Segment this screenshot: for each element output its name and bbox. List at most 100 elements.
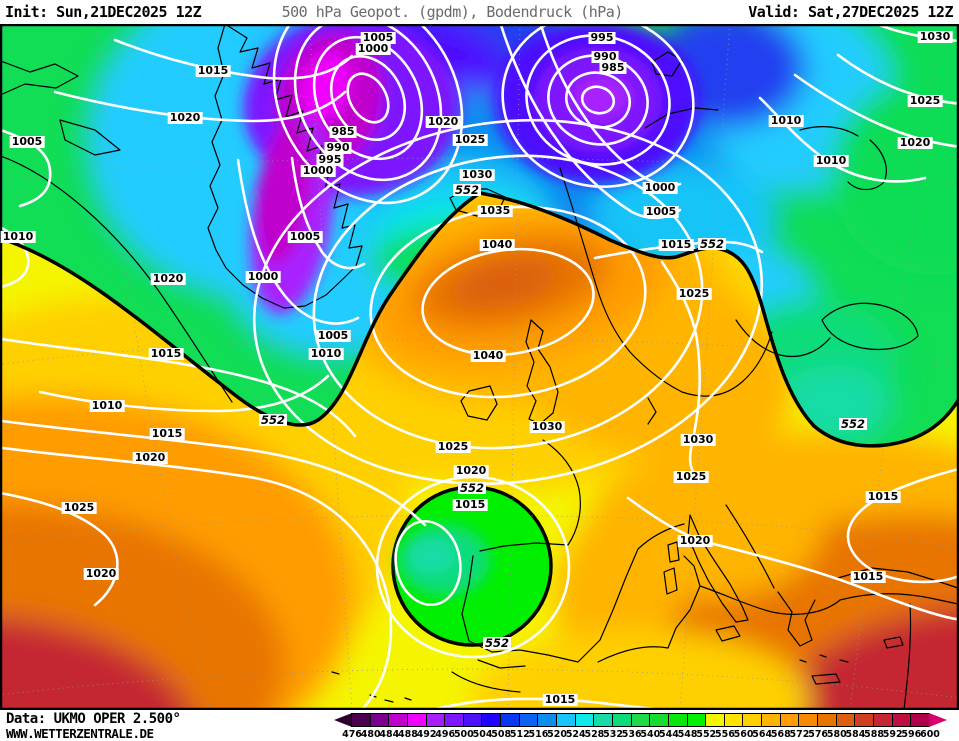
chart-footer: Data: UKMO OPER 2.500° WWW.WETTERZENTRAL… — [0, 710, 959, 741]
isobar-label: 1005 — [360, 31, 396, 44]
colorbar-cell — [388, 713, 408, 727]
geopotential-label: 552 — [697, 237, 727, 251]
isobar-label: 1025 — [435, 440, 471, 453]
colorbar-cell — [462, 713, 483, 727]
isobar-label: 1000 — [642, 181, 678, 194]
colorbar-value: 596 — [901, 729, 922, 740]
isobar-label: 1015 — [452, 498, 488, 511]
colorbar-value: 556 — [714, 729, 735, 740]
colorbar-cell — [630, 713, 651, 727]
chart-title: 500 hPa Geopot. (gpdm), Bodendruck (hPa) — [281, 3, 624, 21]
colorbar-right-arrow — [929, 713, 947, 727]
data-source: Data: UKMO OPER 2.500° — [6, 711, 181, 727]
colorbar-cell — [351, 713, 371, 727]
isobar-label: 1035 — [477, 204, 513, 217]
colorbar-value: 492 — [416, 729, 437, 740]
colorbar-value: 484 — [379, 729, 400, 740]
colorbar-value: 524 — [565, 729, 586, 740]
isobar-label: 1015 — [542, 693, 578, 706]
colorbar-value: 564 — [752, 729, 773, 740]
colorbar-cell — [798, 713, 819, 727]
colorbar-value: 532 — [603, 729, 623, 740]
colorbar-value: 540 — [640, 729, 661, 740]
colorbar-cell — [406, 713, 427, 727]
colorbar-cell — [705, 713, 725, 727]
isobar-label: 1015 — [195, 64, 231, 77]
isobar-label: 1000 — [245, 270, 281, 283]
isobar-label: 1025 — [452, 133, 488, 146]
colorbar-cell — [444, 713, 464, 727]
isobar-label: 1010 — [768, 114, 804, 127]
colorbar — [351, 713, 930, 727]
isobar-label: 990 — [324, 141, 352, 154]
isobar-label: 1020 — [150, 272, 186, 285]
isobar-label: 985 — [329, 125, 357, 138]
graticule — [0, 24, 959, 710]
isobar-label: 1015 — [865, 490, 901, 503]
colorbar-value: 588 — [864, 729, 884, 740]
website-url: WWW.WETTERZENTRALE.DE — [6, 726, 154, 741]
isobar-label: 990 — [591, 50, 619, 63]
map-graphic — [0, 24, 959, 710]
geopotential-label: 552 — [457, 481, 487, 495]
init-datetime: Init: Sun,21DEC2025 12Z — [5, 3, 202, 21]
colorbar-value: 568 — [770, 729, 791, 740]
isobar-label: 995 — [588, 31, 616, 44]
colorbar-cell — [667, 713, 688, 727]
colorbar-cell — [518, 713, 539, 727]
isobar-label: 1020 — [167, 111, 203, 124]
isobars — [0, 24, 959, 710]
isobar-label: 1010 — [89, 399, 125, 412]
colorbar-value: 516 — [528, 729, 549, 740]
colorbar-cell — [611, 713, 632, 727]
colorbar-cell — [761, 713, 781, 727]
colorbar-value: 572 — [789, 729, 810, 740]
isobar-label: 1005 — [315, 329, 351, 342]
isobar-label: 995 — [316, 153, 344, 166]
colorbar-value: 520 — [547, 729, 568, 740]
geopotential-label: 552 — [838, 417, 868, 431]
colorbar-value: 496 — [435, 729, 456, 740]
isobar-label: 1020 — [897, 136, 933, 149]
isobar-label: 1025 — [907, 94, 943, 107]
isobar-label: 1030 — [917, 30, 953, 43]
isobar-label: 1030 — [529, 420, 565, 433]
isobar-label: 1040 — [470, 349, 506, 362]
isobar-label: 1005 — [643, 205, 679, 218]
colorbar-value: 548 — [677, 729, 698, 740]
colorbar-cell — [425, 713, 446, 727]
colorbar-value: 544 — [659, 729, 679, 740]
chart-header: Init: Sun,21DEC2025 12Z 500 hPa Geopot. … — [0, 0, 959, 24]
colorbar-value: 600 — [920, 729, 940, 740]
isobar-label: 1025 — [61, 501, 97, 514]
isobar-label: 1025 — [673, 470, 709, 483]
isobar-label: 1020 — [83, 567, 119, 580]
isobar-label: 985 — [599, 61, 627, 74]
isobar-label: 1020 — [425, 115, 461, 128]
isobar-label: 1015 — [658, 238, 694, 251]
colorbar-value: 504 — [472, 729, 493, 740]
isobar-label: 1010 — [308, 347, 344, 360]
isobar-label: 1000 — [300, 164, 336, 177]
colorbar-cell — [891, 713, 912, 727]
colorbar-cell — [686, 713, 707, 727]
colorbar-value: 536 — [621, 729, 642, 740]
colorbar-cell — [556, 713, 576, 727]
colorbar-value: 512 — [509, 729, 530, 740]
colorbar-cell — [537, 713, 558, 727]
colorbar-values: 476 480 484 488 492 496 500 504 508 512 516 520 524 5… — [342, 729, 940, 741]
isobar-label: 1020 — [132, 451, 168, 464]
isobar-label: 1015 — [149, 427, 185, 440]
valid-datetime: Valid: Sat,27DEC2025 12Z — [748, 3, 953, 21]
colorbar-value: 584 — [845, 729, 866, 740]
isobar-label: 1010 — [0, 230, 36, 243]
isobar-label: 1020 — [453, 464, 489, 477]
colorbar-value: 500 — [453, 729, 474, 740]
colorbar-value: 488 — [398, 729, 418, 740]
isobar-label: 1025 — [676, 287, 712, 300]
colorbar-cell — [723, 713, 744, 727]
colorbar-value: 508 — [491, 729, 512, 740]
colorbar-value: 552 — [696, 729, 717, 740]
geopotential-label: 552 — [482, 636, 512, 650]
